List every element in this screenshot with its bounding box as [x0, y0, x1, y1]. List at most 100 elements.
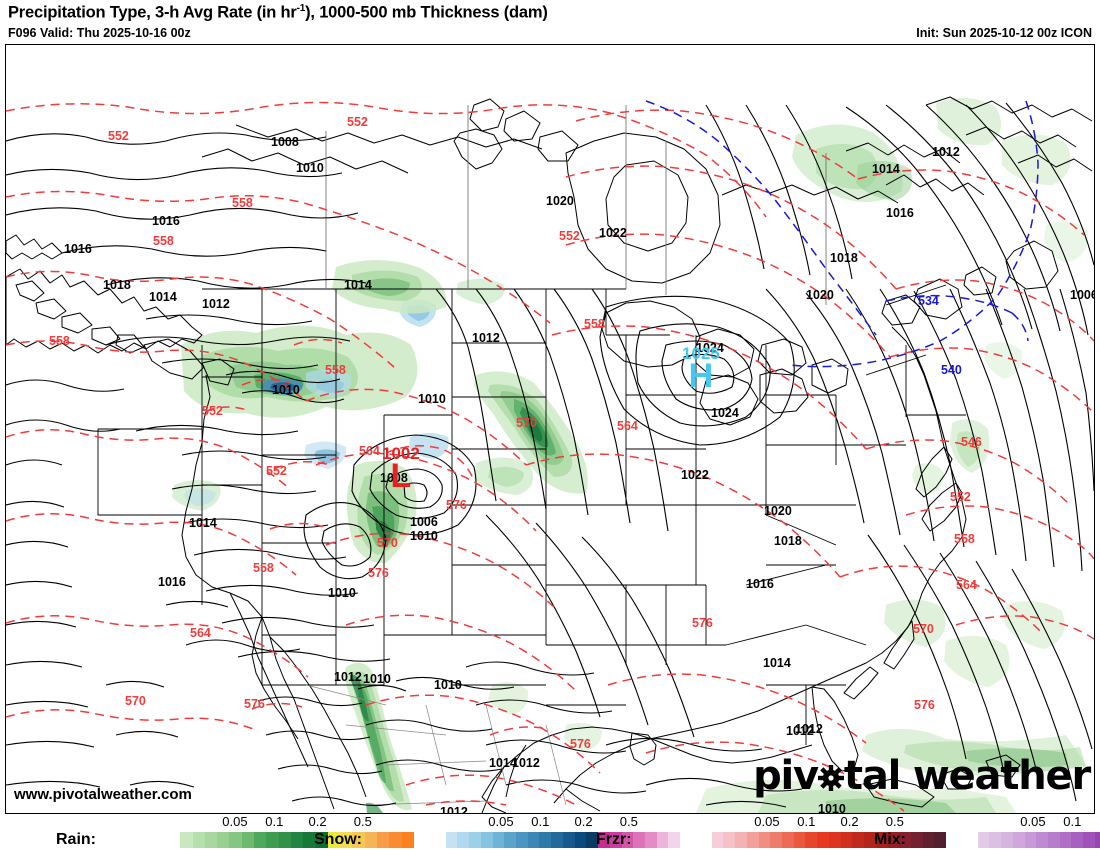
colorbar-tick-label: 0.1: [1063, 814, 1082, 829]
colorbar-swatch: [574, 832, 587, 848]
svg-text:576: 576: [368, 566, 389, 580]
high-pressure-letter: H: [688, 357, 714, 395]
colorbar-swatch: [746, 832, 759, 848]
high-pressure-center: 1025 H: [682, 345, 720, 393]
colorbar-swatch: [168, 832, 181, 848]
colorbar-swatch: [758, 832, 771, 848]
svg-text:564: 564: [617, 419, 638, 433]
weather-map[interactable]: 1008 1010 1018 1014 1016 1016 1012 1014 …: [5, 44, 1095, 814]
high-pressure-value: 1025: [682, 344, 720, 363]
colorbar-rain[interactable]: [168, 832, 414, 848]
colorbar-swatch: [539, 832, 552, 848]
colorbar-tick-label: 0.2: [840, 814, 859, 829]
colorbar-swatch: [1094, 832, 1100, 848]
colorbar-swatch: [782, 832, 794, 848]
colorbar-swatch: [910, 832, 923, 848]
colorbar-swatch: [668, 832, 681, 848]
colorbar-swatch: [457, 832, 470, 848]
svg-text:576: 576: [692, 616, 713, 630]
colorbar-ticks-snow: 0.05 0.1 0.2 0.5: [434, 814, 680, 830]
svg-text:552: 552: [108, 129, 129, 143]
svg-text:1012: 1012: [440, 805, 468, 813]
svg-text:1014: 1014: [763, 656, 791, 670]
svg-text:1012: 1012: [786, 724, 814, 738]
colorbar-ticks-rain: 0.05 0.1 0.2 0.5: [168, 814, 414, 830]
colorbar-swatch: [377, 832, 390, 848]
low-pressure-center: 1002 L: [382, 445, 420, 493]
svg-text:1012: 1012: [932, 145, 960, 159]
colorbar-tick-label: 0.5: [885, 814, 904, 829]
svg-text:576: 576: [570, 737, 591, 751]
svg-text:1016: 1016: [886, 206, 914, 220]
colorbar-swatch: [621, 832, 634, 848]
legend-label-frzr: Frzr:: [596, 831, 632, 848]
svg-text:1014: 1014: [149, 290, 177, 304]
site-url-label: www.pivotalweather.com: [14, 786, 192, 803]
colorbar-swatch: [887, 832, 900, 848]
colorbar-swatch: [828, 832, 841, 848]
colorbar-tick-label: 0.5: [619, 814, 638, 829]
svg-text:558: 558: [584, 317, 605, 331]
colorbar-swatch: [1036, 832, 1049, 848]
svg-text:1012: 1012: [795, 722, 823, 736]
colorbar-swatch: [180, 832, 193, 848]
svg-text:1018: 1018: [830, 251, 858, 265]
svg-text:1008: 1008: [380, 471, 408, 485]
colorbar-swatch: [633, 832, 645, 848]
colorbar-swatch: [793, 832, 806, 848]
svg-text:1010: 1010: [296, 161, 324, 175]
colorbar-swatch: [1012, 832, 1025, 848]
colorbar-swatch: [735, 832, 747, 848]
svg-text:576: 576: [244, 697, 265, 711]
svg-text:1020: 1020: [546, 194, 574, 208]
colorbar-swatch: [204, 832, 218, 848]
colorbar-swatch: [562, 832, 575, 848]
colorbar-swatch: [266, 832, 279, 848]
colorbar-swatch: [598, 832, 610, 848]
colorbar-tick-label: 0.1: [797, 814, 816, 829]
colorbar-swatch: [340, 832, 353, 848]
colorbar-frzr[interactable]: [700, 832, 947, 848]
colorbar-swatch: [1024, 832, 1037, 848]
colorbar-swatch: [434, 832, 446, 848]
colorbar-swatch: [977, 832, 990, 848]
svg-text:1014: 1014: [872, 162, 900, 176]
thickness-cold-layer: [645, 100, 1039, 368]
colorbar-tick-label: 0.5: [353, 814, 372, 829]
colorbar-swatch: [504, 832, 517, 848]
svg-text:1024: 1024: [711, 406, 739, 420]
svg-text:1016: 1016: [746, 577, 774, 591]
colorbar-swatch: [700, 832, 712, 848]
svg-text:1006: 1006: [410, 515, 438, 529]
svg-text:552: 552: [559, 229, 580, 243]
low-pressure-value: 1002: [382, 444, 420, 463]
geography-layer: [6, 96, 1093, 813]
svg-text:1022: 1022: [599, 226, 627, 240]
colorbar-swatch: [723, 832, 736, 848]
colorbar-swatch: [241, 832, 255, 848]
svg-text:1014: 1014: [344, 278, 372, 292]
svg-text:558: 558: [153, 234, 174, 248]
colorbar-swatch: [586, 832, 599, 848]
svg-text:570: 570: [913, 622, 934, 636]
watermark-text-left: piv: [753, 753, 819, 799]
colorbar-snow[interactable]: [434, 832, 681, 848]
svg-text:1016: 1016: [158, 575, 186, 589]
colorbar-swatch: [315, 832, 328, 848]
svg-text:1014: 1014: [489, 756, 517, 770]
pivotal-weather-watermark: piv tal weather: [753, 753, 1091, 799]
colorbar-swatch: [327, 832, 341, 848]
valid-time-label: F096 Valid: Thu 2025-10-16 00z: [8, 26, 191, 40]
svg-text:1020: 1020: [806, 288, 834, 302]
colorbar-swatch: [1001, 832, 1013, 848]
colorbar-mix[interactable]: [966, 832, 1100, 848]
colorbar-tick-label: 0.05: [1020, 814, 1046, 829]
colorbar-swatch: [389, 832, 402, 848]
svg-text:570: 570: [516, 416, 537, 430]
colorbar-swatch: [1048, 832, 1060, 848]
colorbar-swatch: [551, 832, 563, 848]
colorbar-swatch: [492, 832, 505, 848]
header-bar: Precipitation Type, 3-h Avg Rate (in hr-…: [0, 0, 1100, 44]
svg-text:1010: 1010: [418, 392, 446, 406]
colorbar-legend: Rain: 0.05 0.1 0.2 0.5 Snow: 0.05 0.1 0.2 0.5 …: [0, 814, 1100, 850]
